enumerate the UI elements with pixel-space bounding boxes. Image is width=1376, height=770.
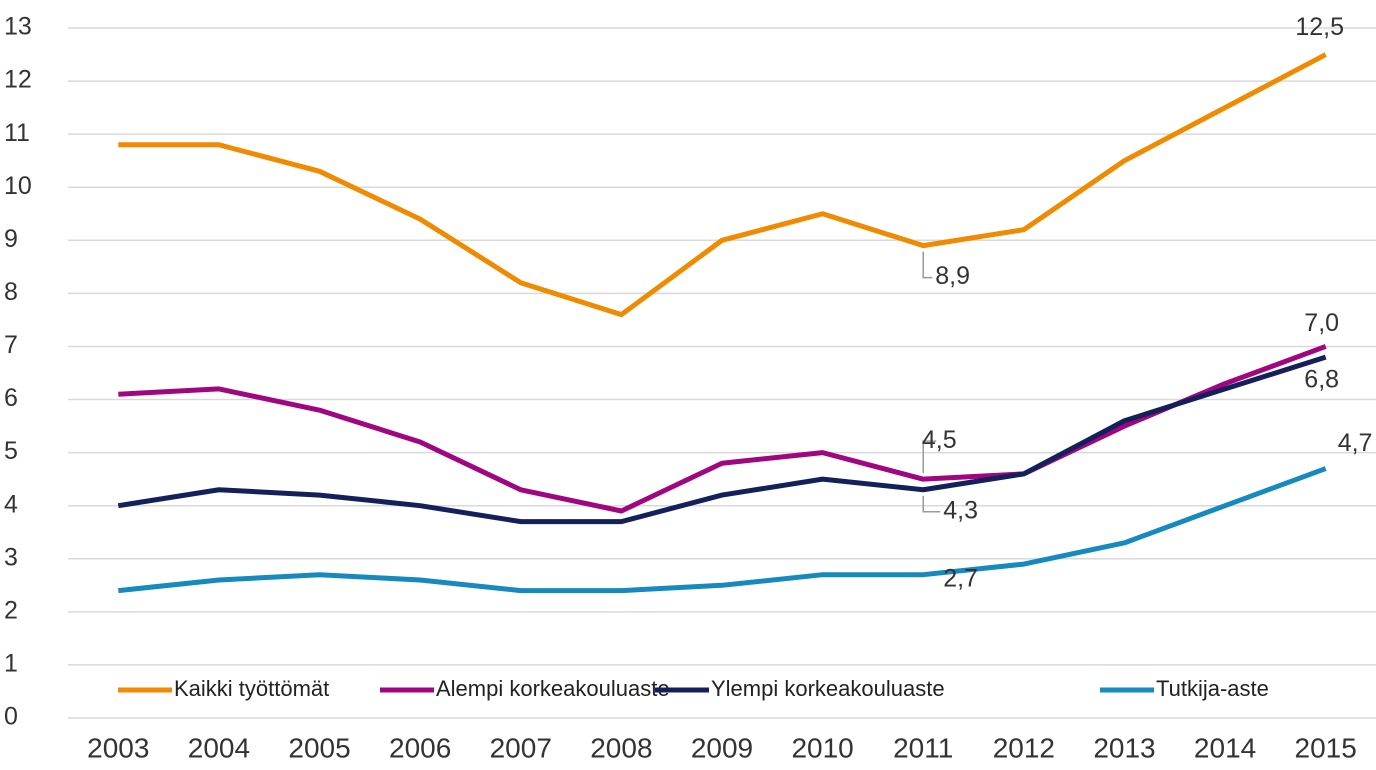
x-tick-label: 2015 — [1295, 732, 1357, 763]
series-line — [118, 344, 1327, 514]
y-tick-label: 13 — [4, 13, 32, 41]
y-tick-label: 2 — [4, 596, 18, 624]
legend-label: Alempi korkeakouluaste — [436, 676, 670, 701]
x-tick-label: 2006 — [389, 732, 451, 763]
y-tick-label: 12 — [4, 66, 32, 94]
y-tick-label: 9 — [4, 225, 18, 253]
data-label: 7,0 — [1304, 309, 1339, 337]
legend-label: Tutkija-aste — [1156, 676, 1269, 701]
data-label: 8,9 — [935, 262, 970, 290]
data-label: 4,7 — [1338, 429, 1373, 457]
x-tick-label: 2007 — [490, 732, 552, 763]
data-label: 4,3 — [943, 496, 978, 524]
x-tick-label: 2005 — [288, 732, 350, 763]
x-tick-label: 2013 — [1093, 732, 1155, 763]
x-tick-label: 2003 — [87, 732, 149, 763]
y-tick-label: 1 — [4, 650, 18, 678]
legend-label: Kaikki työttömät — [174, 676, 329, 701]
series-line — [118, 466, 1327, 594]
y-tick-label: 11 — [4, 119, 30, 147]
x-tick-label: 2008 — [590, 732, 652, 763]
leader-line — [922, 251, 933, 279]
x-tick-label: 2012 — [993, 732, 1055, 763]
y-tick-label: 4 — [4, 490, 18, 518]
y-tick-label: 5 — [4, 437, 18, 465]
y-tick-label: 8 — [4, 278, 18, 306]
y-tick-label: 10 — [4, 172, 32, 200]
series-line — [118, 52, 1327, 318]
x-tick-label: 2004 — [188, 732, 250, 763]
leader-line — [922, 440, 937, 474]
data-label: 2,7 — [943, 564, 978, 592]
x-tick-label: 2010 — [791, 732, 853, 763]
y-tick-label: 6 — [4, 384, 18, 412]
data-label: 6,8 — [1304, 366, 1339, 394]
legend-label: Ylempi korkeakouluaste — [711, 676, 945, 701]
data-label: 12,5 — [1295, 13, 1344, 41]
x-tick-label: 2009 — [691, 732, 753, 763]
x-tick-label: 2011 — [893, 732, 953, 763]
y-tick-label: 0 — [4, 703, 18, 731]
series-line — [117, 354, 1327, 525]
y-tick-label: 3 — [4, 543, 18, 571]
leader-line — [922, 495, 941, 513]
x-tick-label: 2014 — [1194, 732, 1256, 763]
y-tick-label: 7 — [4, 331, 18, 359]
data-label: 4,5 — [922, 426, 957, 454]
